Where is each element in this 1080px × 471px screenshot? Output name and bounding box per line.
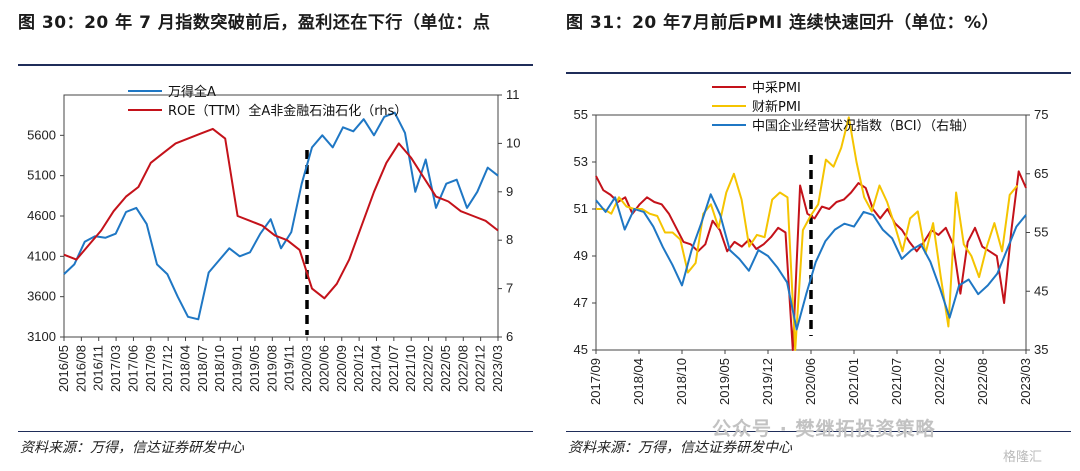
y-tick-label: 4600 (27, 208, 56, 223)
x-tick-label: 2022/08 (975, 358, 990, 405)
figure-30-panel: 图 30：20 年 7 月指数突破前后，盈利还在下行（单位：点 3100 3600… (18, 13, 533, 456)
x-tick-label: 2017/03 (108, 345, 123, 392)
y-tick-label: 51 (574, 201, 588, 216)
legend-label-caixin-official-pmi: 中采PMI (752, 81, 801, 96)
x-tick-label: 2016/05 (56, 345, 71, 392)
x-tick-label: 2021/10 (403, 345, 418, 392)
x-tick-label: 2017/09 (588, 358, 603, 405)
plot-frame (63, 94, 499, 338)
y-tick-label: 5100 (27, 168, 56, 183)
x-tick-label: 2021/07 (386, 345, 401, 392)
y-tick-label: 55 (574, 107, 588, 122)
figure-31-chart: 45 47 49 51 53 55 35 45 55 65 75 2017/09 2018/04 2018… (574, 81, 1049, 405)
x-tick-label: 2020/06 (803, 358, 818, 405)
figure-31-title: 图 31：20 年7月前后PMI 连续快速回升（单位：%） (566, 13, 1000, 33)
y2-tick-label: 65 (1034, 166, 1048, 181)
y-tick-label: 3100 (27, 329, 56, 344)
x-tick-label: 2019/11 (282, 345, 297, 391)
x-tick-label: 2019/05 (247, 345, 262, 392)
y-tick-label: 47 (574, 295, 588, 310)
y2-tick-label: 45 (1034, 283, 1048, 298)
figure-30-title-rule (18, 64, 533, 66)
x-tick-label: 2020/03 (299, 345, 314, 392)
y2-tick-label: 75 (1034, 107, 1048, 122)
x-tick-label: 2019/05 (717, 358, 732, 405)
legend-label-wind-all-a: 万得全A (168, 84, 216, 100)
legend-label-roe-ttm: ROE（TTM）全A非金融石油石化（rhs） (168, 103, 407, 119)
y2-tick-label: 10 (506, 135, 520, 150)
figure-30-title: 图 30：20 年 7 月指数突破前后，盈利还在下行（单位：点 (18, 13, 491, 33)
figure-31-panel: 图 31：20 年7月前后PMI 连续快速回升（单位：%） 45 47 49 51 53… (548, 0, 1080, 471)
x-tick-label: 2018/07 (195, 345, 210, 392)
x-tick-label: 2022/02 (421, 345, 436, 392)
x-tick-label: 2022/05 (438, 345, 453, 392)
x-tick-label: 2019/01 (230, 345, 245, 392)
legend-label-caixin-pmi: 财新PMI (752, 99, 801, 115)
series-line-caixin-pmi (596, 116, 1019, 351)
x-tick-label: 2018/04 (631, 358, 646, 405)
y2-tick-label: 9 (506, 184, 513, 199)
series-line-bci-index (595, 193, 1027, 331)
x-tick-label: 2022/02 (932, 358, 947, 405)
y-tick-label: 3600 (27, 289, 56, 304)
x-tick-label: 2022/08 (455, 345, 470, 392)
x-tick-label: 2019/12 (760, 358, 775, 405)
x-tick-label: 2017/06 (125, 345, 140, 392)
x-tick-label: 2020/09 (334, 345, 349, 392)
y-tick-label: 53 (574, 154, 588, 169)
logo-text: 格隆汇 (1003, 450, 1043, 465)
x-tick-label: 2019/08 (264, 345, 279, 392)
x-tick-label: 2018/10 (674, 358, 689, 405)
y-tick-label: 49 (574, 248, 588, 263)
x-tick-label: 2016/11 (91, 345, 106, 391)
x-tick-label: 2021/01 (846, 358, 861, 405)
y-tick-label: 45 (574, 342, 588, 357)
figure-30-source: 资料来源：万得，信达证券研发中心 (20, 440, 244, 456)
watermark-text: 公众号 · 樊继拓投资策略 (712, 418, 936, 440)
x-tick-label: 2023/03 (1018, 358, 1033, 405)
x-tick-label: 2021/04 (368, 345, 383, 392)
x-tick-label: 2020/06 (316, 345, 331, 392)
y2-tick-label: 11 (506, 87, 520, 102)
legend-label-bci-index: 中国企业经营状况指数（BCI）（右轴） (752, 118, 975, 134)
x-tick-label: 2018/10 (212, 345, 227, 392)
x-tick-label: 2021/07 (889, 358, 904, 405)
y2-tick-label: 55 (1034, 225, 1048, 240)
x-tick-label: 2023/03 (490, 345, 505, 392)
y2-tick-label: 7 (506, 281, 513, 296)
x-tick-label: 2018/04 (178, 345, 193, 392)
y2-tick-label: 8 (506, 232, 513, 247)
x-tick-label: 2022/12 (473, 345, 488, 392)
figure-30-footer-rule (18, 431, 533, 432)
y2-tick-label: 35 (1034, 342, 1048, 357)
figure-31-title-rule (566, 72, 1071, 74)
y2-tick-label: 6 (506, 329, 513, 344)
y-tick-label: 5600 (27, 127, 56, 142)
x-tick-label: 2017/09 (143, 345, 158, 392)
figure-31-footer-rule (566, 431, 1071, 432)
x-tick-label: 2016/08 (73, 345, 88, 392)
y-tick-label: 4100 (27, 248, 56, 263)
x-tick-label: 2017/12 (160, 345, 175, 392)
x-tick-label: 2020/12 (351, 345, 366, 392)
figure-31-source: 资料来源：万得，信达证券研发中心 (568, 440, 792, 456)
series-line-roe-ttm (63, 127, 499, 300)
series-line-wind-all-a (63, 111, 499, 321)
